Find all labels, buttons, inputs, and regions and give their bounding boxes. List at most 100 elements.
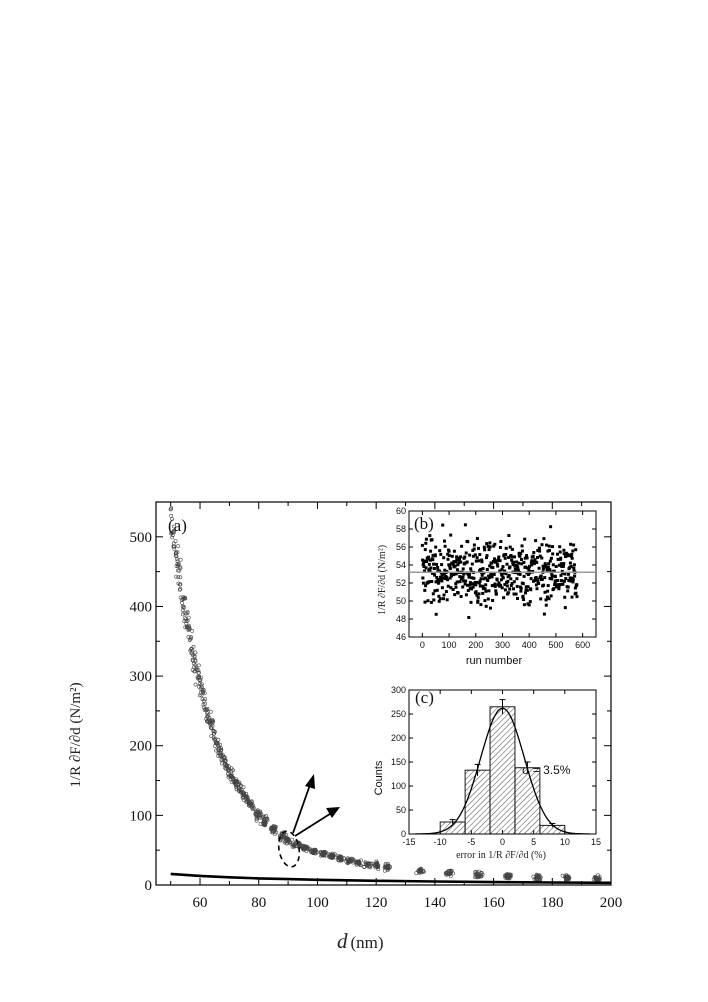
- x-tick-label: 60: [193, 895, 208, 911]
- y-tick-label: 0: [145, 878, 153, 894]
- data-point: [254, 811, 259, 816]
- data-point: [417, 867, 422, 872]
- inset-b-point: [452, 560, 456, 564]
- inset-b-point: [546, 549, 550, 553]
- inset-b-point: [542, 583, 546, 587]
- data-point: [474, 874, 479, 879]
- data-point: [280, 831, 285, 836]
- inset-b-point: [545, 595, 549, 599]
- inset-b-point: [481, 567, 485, 571]
- inset-b-point: [539, 597, 543, 601]
- data-point: [265, 816, 270, 821]
- inset-b-point: [454, 582, 458, 586]
- inset-b-point: [434, 545, 438, 549]
- inset-b-point: [442, 556, 446, 560]
- inset-b-point: [508, 545, 512, 549]
- inset-b-point: [477, 546, 480, 550]
- data-point: [194, 665, 199, 670]
- inset-b-point: [550, 574, 554, 578]
- data-point: [507, 876, 511, 880]
- y-tick-label: 100: [130, 808, 153, 824]
- inset-b-point: [499, 578, 503, 582]
- inset-b-point: [497, 555, 501, 559]
- inset-b-point: [439, 576, 443, 580]
- inset-b-point: [475, 580, 479, 584]
- inset-b-point: [424, 566, 428, 570]
- data-point: [388, 865, 393, 870]
- inset-b-point: [572, 566, 576, 570]
- inset-b-point: [492, 573, 496, 576]
- inset-b-point: [570, 552, 574, 556]
- inset-b-point: [490, 561, 494, 565]
- inset-b-point: [422, 561, 426, 565]
- data-point: [177, 582, 182, 587]
- data-point: [219, 747, 224, 752]
- data-point: [272, 826, 276, 831]
- inset-b-point: [443, 568, 447, 572]
- data-point: [170, 517, 175, 521]
- inset-b-point: [455, 580, 459, 584]
- inset-b-point: [430, 538, 434, 542]
- data-point: [193, 650, 198, 655]
- histogram-bar: [489, 706, 516, 835]
- data-point: [337, 855, 342, 860]
- inset-b-point: [509, 577, 513, 581]
- inset-b-point: [467, 573, 471, 577]
- inset-b-point: [537, 566, 541, 570]
- inset-b-point: [421, 563, 425, 567]
- data-point: [199, 685, 204, 690]
- inset-b-y-tick-label: 52: [396, 578, 406, 588]
- inset-b-point: [554, 565, 558, 568]
- data-point: [218, 742, 222, 747]
- inset-b-point: [477, 592, 481, 596]
- data-point: [175, 550, 180, 555]
- inset-b-point: [512, 592, 516, 596]
- inset-b-point: [520, 544, 524, 548]
- inset-b-point: [557, 563, 561, 567]
- data-point: [182, 596, 187, 601]
- inset-b-point: [563, 572, 567, 576]
- inset-b-point: [567, 572, 570, 576]
- inset-b-point: [465, 560, 469, 564]
- inset-b-point: [549, 556, 553, 560]
- inset-b-point: [505, 584, 509, 588]
- inset-b-point: [441, 576, 445, 580]
- inset-b-point: [442, 593, 446, 597]
- inset-b-points: [420, 523, 579, 619]
- y-tick-label: 300: [130, 669, 153, 685]
- inset-b-point: [486, 544, 490, 548]
- inset-b-point: [516, 567, 520, 571]
- data-point: [186, 615, 191, 620]
- inset-b-point: [485, 542, 489, 546]
- inset-b-point: [544, 603, 548, 607]
- inset-b-point: [570, 595, 574, 599]
- inset-b-point: [522, 574, 526, 578]
- inset-b-point: [484, 604, 488, 608]
- panel-label-c: (c): [415, 688, 434, 707]
- inset-b-point: [439, 552, 443, 556]
- inset-b-point: [436, 566, 440, 569]
- inset-b-x-tick-label: 400: [522, 640, 537, 650]
- inset-b-point: [500, 567, 504, 571]
- inset-b-point: [554, 579, 558, 583]
- inset-b-point: [532, 551, 536, 554]
- inset-b-point: [533, 558, 537, 562]
- inset-b-point: [567, 579, 571, 583]
- data-point: [186, 628, 191, 632]
- inset-b-point: [431, 558, 435, 562]
- data-point: [269, 826, 274, 831]
- data-point: [191, 644, 196, 649]
- inset-b-point: [478, 579, 482, 583]
- inset-b-point: [506, 579, 510, 583]
- inset-b-point: [519, 589, 523, 593]
- inset-b-point: [433, 573, 437, 577]
- data-point: [214, 748, 218, 753]
- inset-b-point: [446, 552, 450, 556]
- inset-b-point: [448, 564, 452, 567]
- inset-b-point: [562, 552, 566, 556]
- data-point: [297, 842, 301, 847]
- inset-b-point: [564, 577, 568, 581]
- inset-b-point: [510, 582, 514, 585]
- inset-b-point: [430, 580, 434, 583]
- inset-b-point: [441, 523, 445, 527]
